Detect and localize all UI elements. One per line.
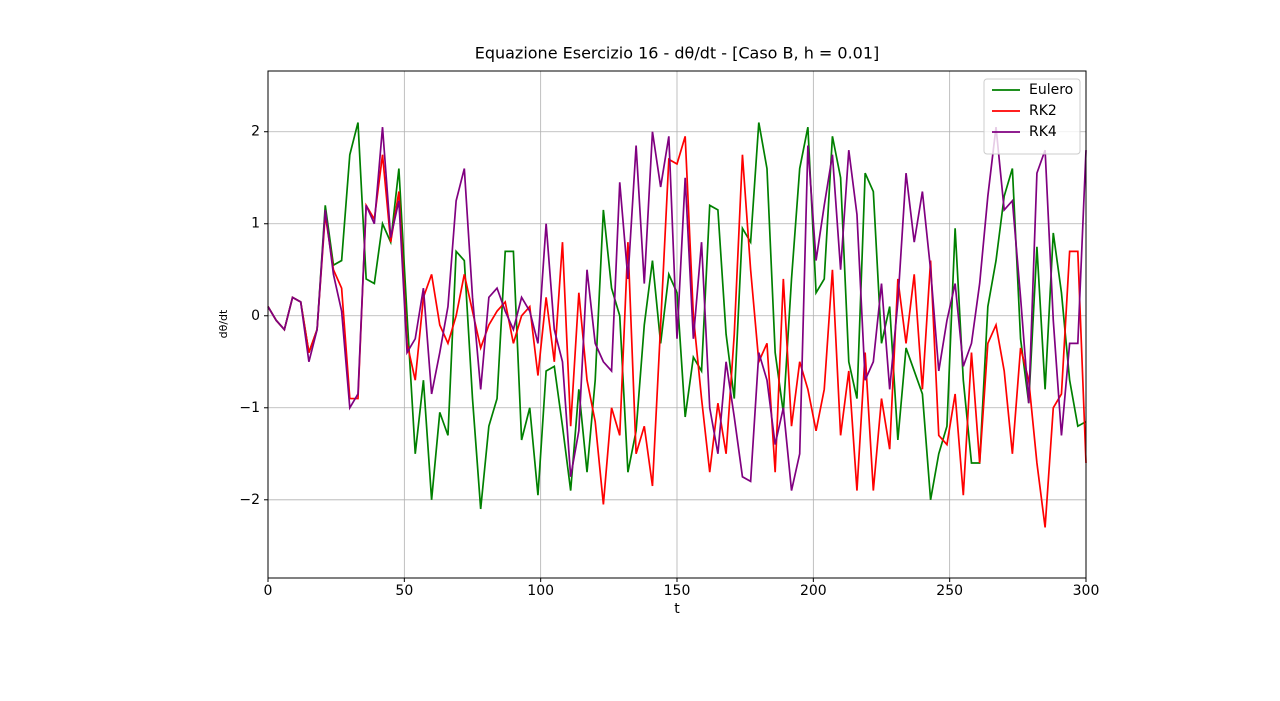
x-tick-label: 0 — [264, 583, 273, 599]
y-tick-label: −2 — [239, 492, 260, 508]
legend-box — [983, 78, 1081, 155]
x-tick-label: 300 — [1073, 583, 1100, 599]
y-axis-label: dθ/dt — [217, 309, 230, 338]
plot-frame — [267, 70, 1087, 579]
x-tick-label: 250 — [936, 583, 963, 599]
y-tick-label: −1 — [239, 400, 260, 416]
x-tick-label: 150 — [664, 583, 691, 599]
series-line — [267, 122, 1087, 510]
y-tick-label: 0 — [251, 308, 260, 324]
x-axis-label: t — [674, 601, 680, 617]
x-tick-label: 100 — [527, 583, 554, 599]
x-tick-label: 200 — [800, 583, 827, 599]
y-tick-label: 1 — [251, 216, 260, 232]
chart-title: Equazione Esercizio 16 - dθ/dt - [Caso B… — [475, 44, 880, 63]
y-tick-label: 2 — [251, 124, 260, 140]
legend-label: RK4 — [1029, 124, 1057, 140]
legend-label: RK2 — [1029, 103, 1057, 119]
legend-label: Eulero — [1029, 82, 1073, 98]
series-line — [267, 127, 1087, 491]
x-tick-label: 50 — [395, 583, 413, 599]
